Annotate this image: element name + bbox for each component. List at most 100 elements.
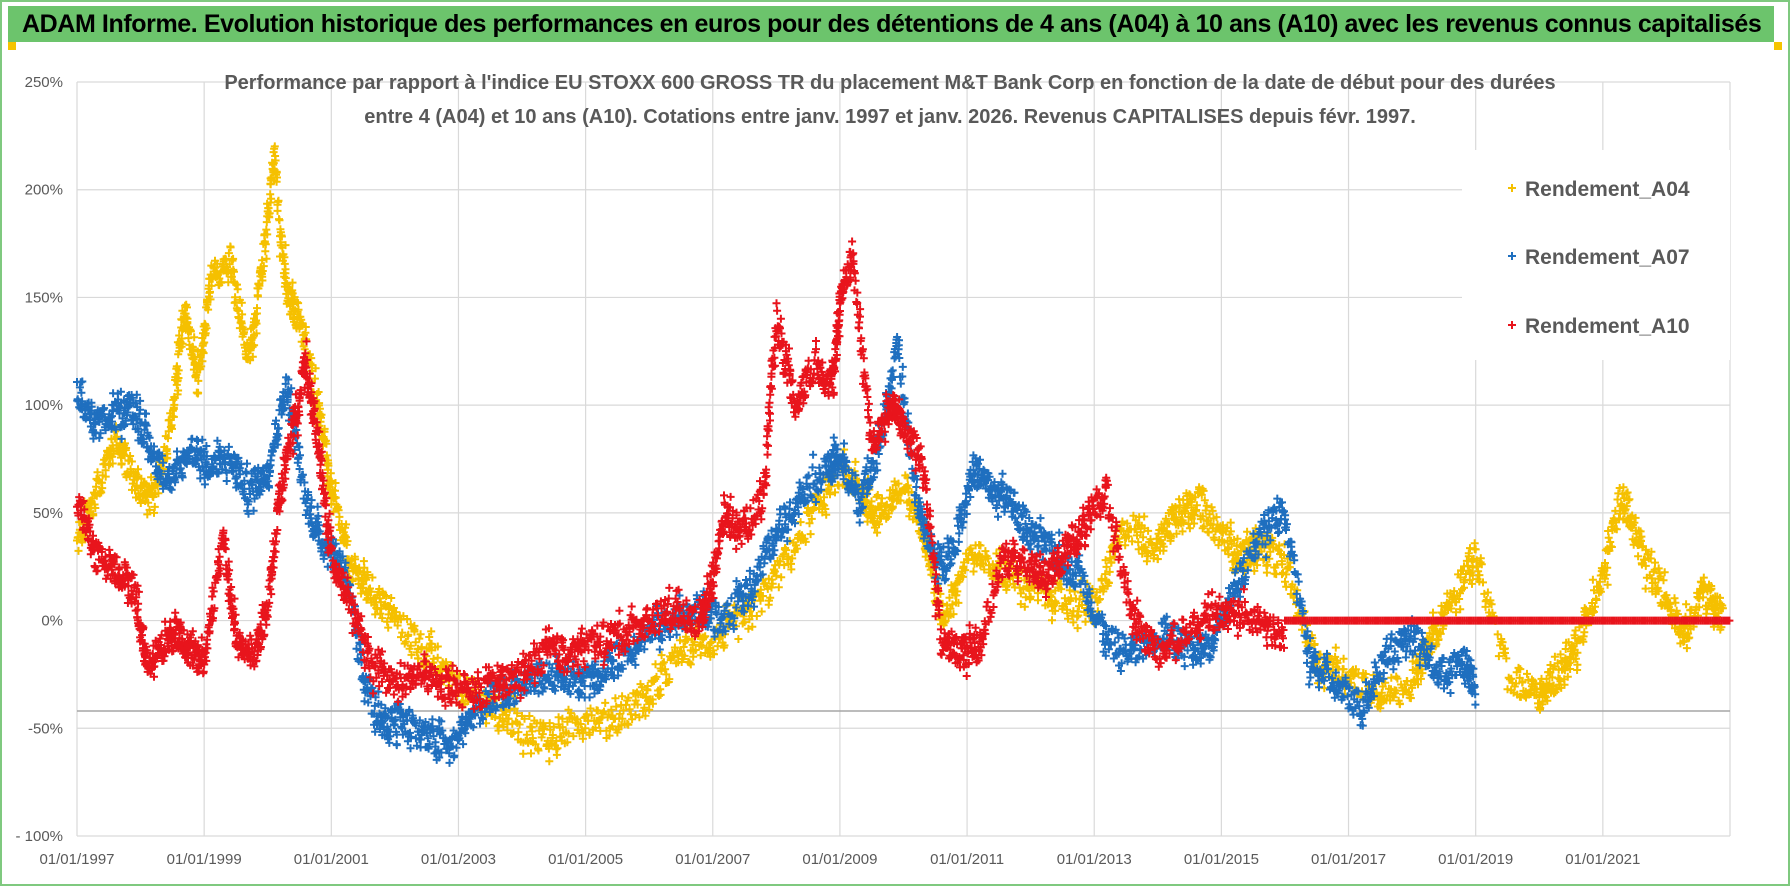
series-point-a04 xyxy=(162,454,171,463)
series-point-a04 xyxy=(976,541,985,550)
x-tick-label: 01/01/2013 xyxy=(1057,851,1132,868)
series-point-a04 xyxy=(162,445,171,454)
series-point-a04 xyxy=(1140,512,1149,521)
series-point-a04 xyxy=(531,740,540,749)
y-tick-label: -50% xyxy=(28,720,63,737)
series-point-a04 xyxy=(127,457,136,466)
series-point-a04 xyxy=(270,142,279,151)
series-point-a04 xyxy=(335,512,344,521)
series-point-a04 xyxy=(301,323,310,331)
series-point-a04 xyxy=(206,295,215,304)
series-point-a04 xyxy=(200,338,209,347)
series-point-a04 xyxy=(272,168,281,177)
series-point-a04 xyxy=(397,633,405,642)
series-point-a04 xyxy=(193,389,202,398)
series-point-a07 xyxy=(829,433,838,442)
series-point-a04 xyxy=(410,621,419,630)
series-point-a04 xyxy=(429,654,438,663)
series-point-a04 xyxy=(280,253,289,262)
series-point-a04 xyxy=(317,410,326,419)
series-point-a04 xyxy=(407,650,416,659)
series-point-a04 xyxy=(183,318,192,327)
series-point-a04 xyxy=(91,504,100,512)
series-point-a04 xyxy=(74,546,83,555)
series-point-a04 xyxy=(281,241,290,250)
series-point-a04 xyxy=(136,499,145,507)
series-point-a07 xyxy=(198,435,207,444)
series-point-a04 xyxy=(387,594,396,602)
series-point-a04 xyxy=(126,452,135,460)
series-point-a04 xyxy=(199,349,208,358)
series-point-a04 xyxy=(1682,600,1691,609)
series-point-a04 xyxy=(1281,577,1289,586)
series-point-a04 xyxy=(383,617,392,626)
series-point-a04 xyxy=(357,589,366,598)
series-point-a04 xyxy=(552,750,561,759)
x-tick-label: 01/01/2019 xyxy=(1438,851,1513,868)
series-point-a04 xyxy=(538,730,547,739)
series-point-a04 xyxy=(190,333,199,342)
series-point-a04 xyxy=(498,716,507,725)
series-point-a04 xyxy=(250,341,259,350)
series-point-a07 xyxy=(809,450,818,459)
series-point-a04 xyxy=(248,352,257,361)
series-point-a04 xyxy=(601,698,610,707)
series-point-a04 xyxy=(174,374,183,382)
x-tick-label: 01/01/2021 xyxy=(1565,851,1640,868)
series-point-a04 xyxy=(271,156,280,165)
series-point-a04 xyxy=(267,194,276,203)
series-point-a04 xyxy=(104,461,113,469)
series-point-a04 xyxy=(1073,624,1082,633)
series-point-a04 xyxy=(294,305,303,314)
series-point-a07 xyxy=(200,480,209,489)
series-point-a04 xyxy=(331,493,340,502)
series-point-a04 xyxy=(363,571,372,579)
series-point-a04 xyxy=(229,254,238,263)
series-point-a04 xyxy=(89,511,98,520)
series-point-a04 xyxy=(491,713,500,721)
series-point-a07 xyxy=(445,758,454,767)
series-point-a04 xyxy=(514,728,523,737)
series-point-a04 xyxy=(288,278,297,287)
series-point-a07 xyxy=(665,633,674,641)
series-point-a04 xyxy=(378,614,387,623)
series-point-a04 xyxy=(121,446,130,455)
series-point-a04 xyxy=(393,621,402,630)
series-point-a04 xyxy=(182,300,191,309)
x-tick-label: 01/01/2011 xyxy=(930,851,1004,868)
series-point-a04 xyxy=(525,712,534,720)
series-point-a04 xyxy=(433,642,442,651)
series-point-a04 xyxy=(528,734,537,743)
series-point-a04 xyxy=(1331,643,1340,652)
series-point-a04 xyxy=(237,298,246,307)
series-point-a04 xyxy=(101,472,110,481)
series-point-a04 xyxy=(117,460,126,469)
series-point-a04 xyxy=(1463,561,1472,570)
series-point-a04 xyxy=(777,573,786,582)
series-point-a04 xyxy=(206,287,214,296)
series-point-a04 xyxy=(1048,616,1056,625)
banner-corner-left xyxy=(8,42,16,50)
y-tick-label: 50% xyxy=(33,505,63,522)
series-point-a07 xyxy=(142,409,150,418)
series-point-a04 xyxy=(186,327,195,336)
series-point-a04 xyxy=(264,204,273,213)
series-point-a04 xyxy=(320,424,329,433)
series-point-a04 xyxy=(969,567,978,576)
series-point-a07 xyxy=(994,512,1002,521)
series-point-a04 xyxy=(1588,575,1597,584)
x-tick-label: 01/01/2015 xyxy=(1184,851,1259,868)
series-point-a04 xyxy=(177,342,186,351)
series-point-a04 xyxy=(796,518,805,527)
x-tick-label: 01/01/1997 xyxy=(39,851,114,868)
series-point-a04 xyxy=(554,713,563,722)
series-point-a04 xyxy=(207,281,216,290)
series-point-a04 xyxy=(851,457,860,466)
series-point-a04 xyxy=(362,575,371,584)
series-point-a04 xyxy=(276,228,285,237)
series-point-a04 xyxy=(134,465,142,474)
series-point-a04 xyxy=(757,607,766,616)
series-point-a04 xyxy=(281,274,290,283)
series-point-a04 xyxy=(545,757,554,766)
series-point-a04 xyxy=(522,730,531,739)
